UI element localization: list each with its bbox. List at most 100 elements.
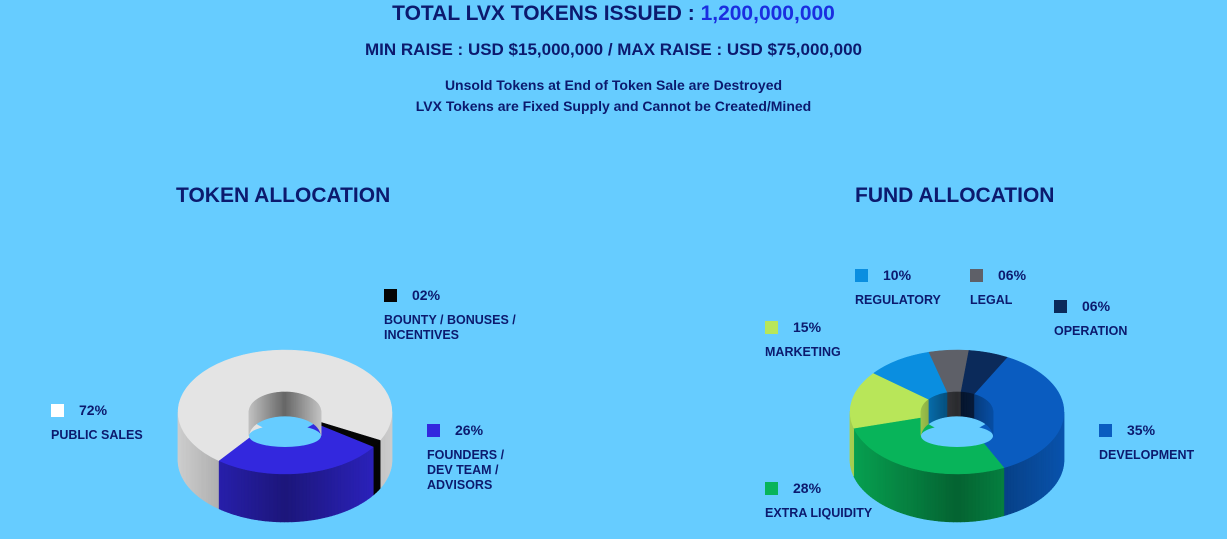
slice-side-wall — [1043, 446, 1047, 498]
slice-side-wall — [1003, 466, 1008, 517]
legend-pct: 06% — [1082, 298, 1111, 314]
slice-side-wall — [1000, 467, 1005, 518]
slice-side-wall — [193, 444, 197, 496]
slice-side-wall — [1013, 462, 1018, 514]
slice-side-wall — [896, 462, 901, 514]
legend-swatch — [970, 268, 983, 282]
slice-side-wall — [1006, 465, 1011, 516]
slice-side-wall — [205, 452, 209, 504]
raise-limits: MIN RAISE : USD $15,000,000 / MAX RAISE … — [365, 40, 862, 59]
legend-marketing: 15% MARKETING — [765, 318, 841, 360]
slice-side-wall — [920, 469, 925, 520]
slice-side-wall — [298, 472, 304, 522]
slice-side-wall — [324, 468, 329, 519]
slice-side-wall — [938, 472, 943, 522]
slice-side-wall — [913, 468, 918, 518]
slice-side-wall — [265, 472, 270, 522]
slice-side-wall — [927, 471, 932, 521]
title-value: 1,200,000,000 — [700, 2, 835, 25]
slice-side-wall — [195, 446, 199, 498]
slice-side-wall — [198, 447, 201, 499]
slice-side-wall — [295, 473, 300, 523]
legend-public-sales: 72% PUBLIC SALES — [51, 401, 143, 443]
token-allocation-donut — [177, 349, 393, 523]
slice-side-wall — [276, 473, 281, 523]
legend-label: DEVELOPMENT — [1099, 448, 1195, 462]
legend-pct: 35% — [1127, 422, 1156, 438]
slice-side-wall — [361, 453, 365, 504]
slice-side-wall — [1041, 447, 1044, 499]
slice-side-wall — [1031, 454, 1035, 506]
fund-allocation-title: FUND ALLOCATION — [855, 184, 1055, 207]
token-allocation-title: TOKEN ALLOCATION — [176, 184, 391, 207]
slice-side-wall — [949, 473, 954, 523]
slice-side-wall — [945, 473, 950, 523]
slice-side-wall — [352, 457, 357, 509]
slice-side-wall — [291, 473, 296, 523]
slice-side-wall — [877, 452, 881, 504]
legend-legal: 06% LEGAL — [970, 266, 1026, 308]
slice-side-wall — [213, 457, 217, 508]
legend-pct: 72% — [79, 402, 108, 418]
slice-side-wall — [882, 456, 886, 507]
slice-side-wall — [975, 472, 980, 522]
note-unsold: Unsold Tokens at End of Token Sale are D… — [444, 77, 783, 93]
legend-label: FOUNDERS / DEV TEAM / ADVISORS — [427, 448, 505, 492]
slice-side-wall — [885, 457, 889, 508]
slice-side-wall — [989, 469, 994, 520]
slice-side-wall — [340, 463, 345, 514]
legend-label: OPERATION — [1054, 324, 1128, 338]
legend-label: BOUNTY / BONUSES / INCENTIVES — [384, 313, 516, 342]
slice-side-wall — [302, 472, 307, 522]
page-title: TOTAL LVX TOKENS ISSUED : 1,200,000,000 — [0, 2, 1227, 26]
slice-side-wall — [916, 469, 921, 519]
slice-side-wall — [202, 451, 206, 503]
legend-swatch — [765, 320, 778, 334]
slice-side-wall — [317, 470, 322, 520]
legend-operation: 06% OPERATION — [1054, 297, 1127, 339]
slice-side-wall — [309, 471, 315, 521]
slice-side-wall — [327, 467, 332, 518]
slice-side-wall — [363, 451, 367, 503]
legend-development: 35% DEVELOPMENT — [1099, 421, 1194, 463]
slice-side-wall — [258, 471, 263, 521]
legend-label: REGULATORY — [855, 293, 941, 307]
slice-side-wall — [313, 470, 318, 521]
slice-side-wall — [964, 473, 969, 523]
slice-side-wall — [247, 469, 252, 520]
slice-side-wall — [221, 461, 225, 512]
slice-side-wall — [368, 448, 372, 500]
legend-label: MARKETING — [765, 345, 841, 359]
slice-side-wall — [909, 467, 914, 518]
slice-side-wall — [1028, 456, 1032, 507]
slice-side-wall — [887, 459, 892, 510]
legend-bounty: 02% BOUNTY / BONUSES / INCENTIVES — [384, 286, 516, 343]
slice-side-wall — [349, 459, 354, 510]
legend-swatch — [1054, 299, 1067, 313]
slice-side-wall — [272, 473, 278, 523]
slice-side-wall — [370, 446, 374, 498]
legend-founders: 26% FOUNDERS / DEV TEAM / ADVISORS — [427, 421, 504, 493]
legend-swatch — [765, 481, 778, 495]
legend-swatch — [427, 423, 440, 437]
slice-side-wall — [967, 473, 973, 522]
legend-pct: 26% — [455, 422, 484, 438]
legend-pct: 02% — [412, 287, 441, 303]
slice-side-wall — [287, 473, 293, 523]
slice-side-wall — [320, 469, 325, 519]
slice-side-wall — [996, 468, 1001, 518]
legend-label: LEGAL — [970, 293, 1013, 307]
slice-side-wall — [1022, 459, 1027, 510]
slice-side-wall — [1045, 444, 1049, 496]
slice-side-wall — [366, 449, 370, 501]
slice-side-wall — [978, 471, 984, 521]
legend-pct: 06% — [998, 267, 1027, 283]
legend-swatch — [1099, 423, 1112, 437]
slice-side-wall — [930, 471, 936, 521]
slice-side-wall — [215, 459, 220, 510]
slice-side-wall — [1016, 461, 1021, 512]
slice-side-wall — [872, 449, 876, 501]
donut-hole — [249, 425, 321, 447]
slice-inner-wall — [972, 393, 975, 419]
